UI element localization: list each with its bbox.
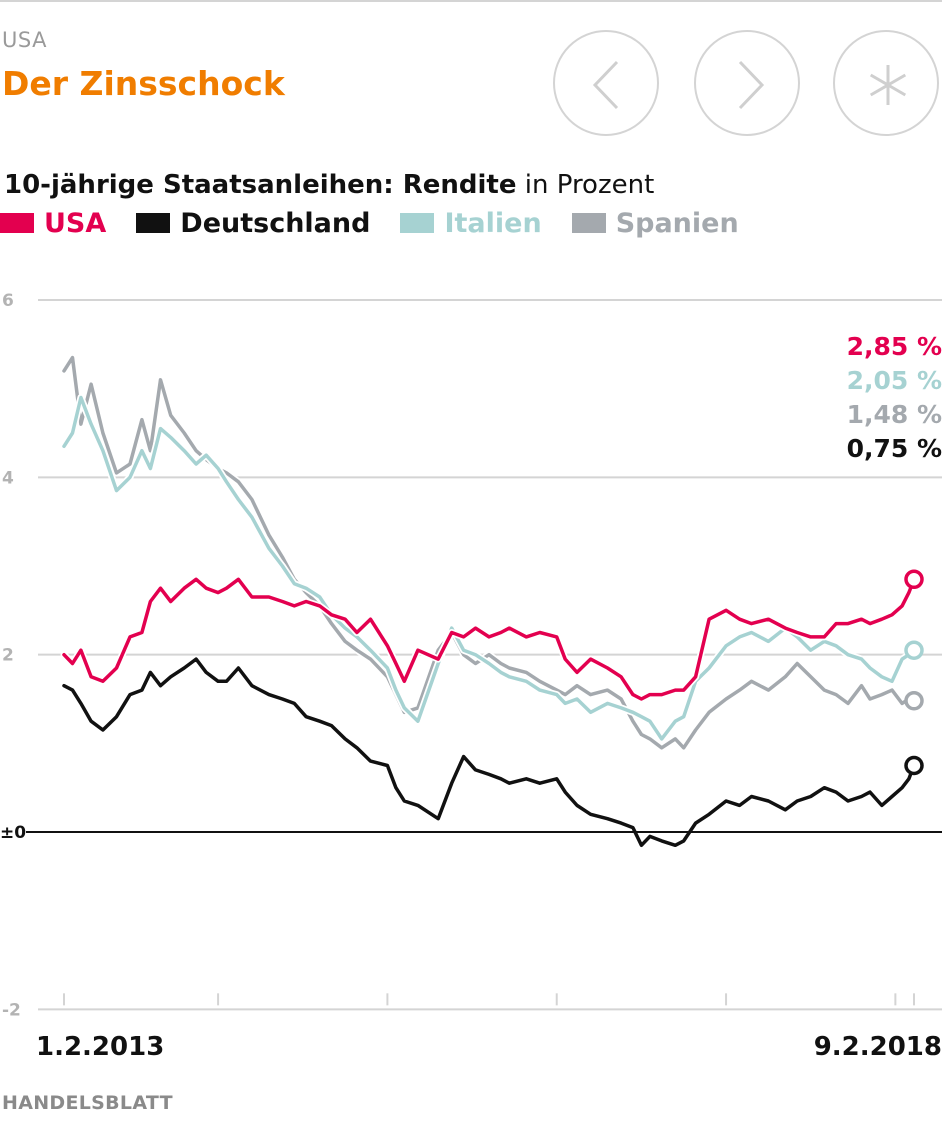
series-halo-usa — [60, 575, 918, 703]
legend-swatch-italien — [400, 213, 435, 233]
chart-subtitle-main: 10-jährige Staatsanleihen: Rendite — [4, 170, 517, 200]
legend-label-deutschland: Deutschland — [180, 207, 371, 239]
asterisk-icon — [869, 65, 907, 105]
top-divider — [0, 0, 942, 2]
y-tick-label-2: 2 — [2, 646, 14, 666]
legend-item-usa: USA — [0, 208, 106, 239]
legend-item-italien: Italien — [400, 207, 542, 239]
chevron-left-icon — [592, 60, 619, 110]
legend-swatch-deutschland — [136, 213, 171, 233]
end-marker-spanien — [904, 691, 924, 711]
legend-item-spanien: Spanien — [571, 207, 739, 239]
legend-swatch-spanien — [571, 213, 606, 233]
value-label-0: 2,85 % — [847, 332, 942, 361]
y-tick-label-4: -2 — [2, 1000, 21, 1020]
legend-label-spanien: Spanien — [615, 207, 739, 239]
legend-label-usa: USA — [44, 207, 107, 239]
source-credit: HANDELSBLATT — [2, 1092, 173, 1114]
series-line-spanien — [62, 355, 916, 750]
series-line-usa — [62, 577, 916, 701]
series-halo-spanien — [60, 354, 918, 752]
value-label-2: 1,48 % — [847, 400, 942, 429]
chart-legend: USA Deutschland Italien Spanien — [0, 206, 769, 240]
end-marker-deutschland — [904, 755, 924, 776]
previous-button[interactable] — [553, 30, 659, 136]
legend-item-deutschland: Deutschland — [136, 208, 370, 239]
x-date-label-0: 1.2.2013 — [36, 1032, 164, 1062]
legend-swatch-usa — [0, 213, 34, 233]
next-button[interactable] — [694, 30, 800, 136]
chart-subtitle: 10-jährige Staatsanleihen: Rendite in Pr… — [4, 170, 654, 200]
chart-subtitle-unit: in Prozent — [516, 170, 655, 200]
end-marker-usa — [904, 569, 924, 590]
legend-label-italien: Italien — [444, 207, 542, 239]
y-tick-label-1: 4 — [2, 468, 14, 488]
y-tick-label-0: 6 — [2, 291, 14, 311]
series-line-deutschland — [62, 657, 916, 848]
chevron-right-icon — [738, 60, 765, 110]
share-button[interactable] — [833, 30, 939, 136]
series-halo-deutschland — [60, 655, 918, 849]
end-marker-italien — [904, 640, 924, 660]
yield-line-chart: 6 4 2 ±0 -2 1.2.2013 9.2.2018 2,85 % 2,05 % 1,48 … — [0, 291, 942, 1062]
value-label-1: 2,05 % — [847, 366, 942, 395]
kicker: USA — [2, 28, 47, 52]
y-tick-label-3: ±0 — [0, 823, 26, 843]
page-title: Der Zinsschock — [2, 64, 285, 103]
x-date-label-1: 9.2.2018 — [814, 1032, 942, 1062]
value-label-3: 0,75 % — [847, 434, 942, 463]
